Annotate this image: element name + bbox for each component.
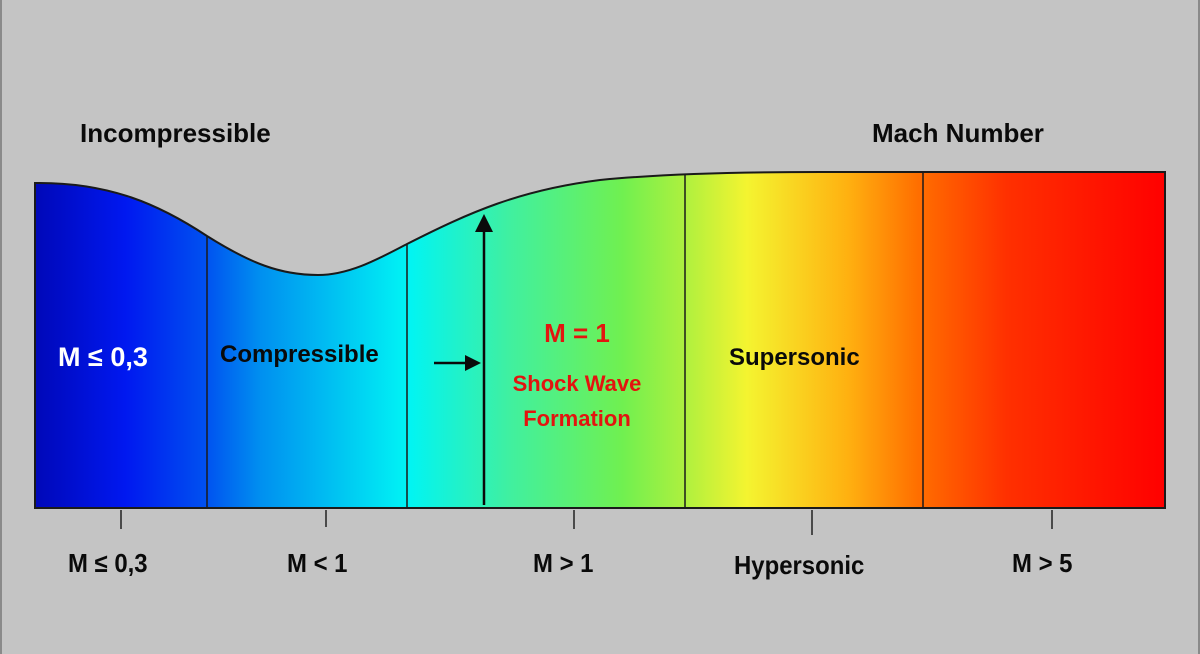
- arrow-up-icon: [475, 214, 493, 232]
- formation-label: Formation: [523, 406, 631, 431]
- supersonic-band-label: Supersonic: [729, 344, 860, 371]
- spectrum-band: [34, 171, 1166, 509]
- compressible-band-label: Compressible: [220, 341, 379, 368]
- axis-label-supersonic: M > 1: [533, 548, 594, 578]
- sonic-label: M = 1: [544, 318, 610, 348]
- mach-number-title: Mach Number: [872, 118, 1044, 148]
- axis-label-subsonic: M < 1: [287, 548, 348, 578]
- incompressible-band-label: M ≤ 0,3: [58, 342, 148, 372]
- axis-label-hypersonic: Hypersonic: [734, 550, 865, 580]
- axis-label-hypersonic-high: M > 5: [1012, 548, 1073, 578]
- arrow-right-icon: [465, 355, 481, 371]
- shock-wave-label: Shock Wave: [512, 371, 642, 396]
- axis-label-subsonic-low: M ≤ 0,3: [68, 548, 148, 578]
- incompressible-title: Incompressible: [80, 118, 271, 148]
